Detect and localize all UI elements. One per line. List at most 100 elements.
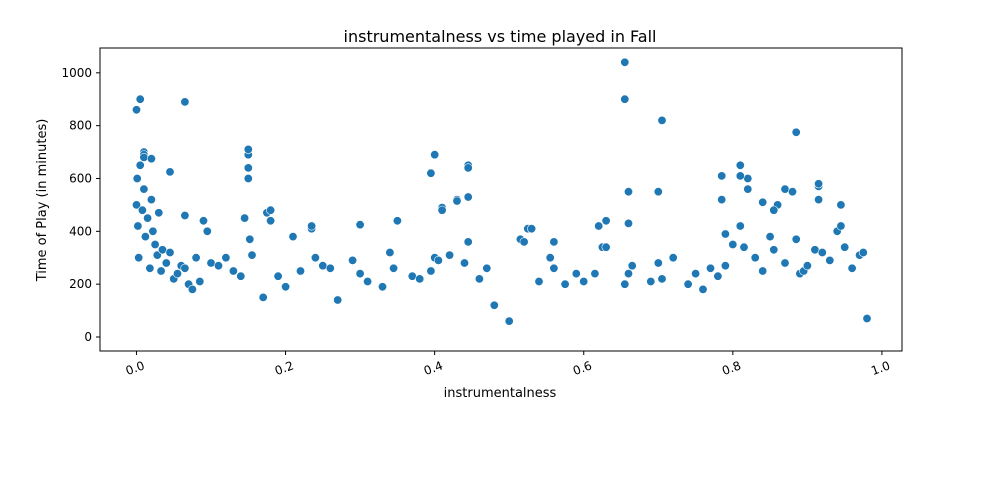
data-point [243, 163, 253, 173]
data-point [173, 269, 183, 279]
data-point [247, 250, 257, 260]
data-point [571, 269, 581, 279]
data-point [691, 269, 701, 279]
data-point [445, 250, 455, 260]
data-point [415, 274, 425, 284]
data-point [743, 174, 753, 184]
data-point [295, 266, 305, 276]
data-point [750, 253, 760, 263]
data-point [180, 263, 190, 273]
data-point [717, 171, 727, 181]
data-point [258, 292, 268, 302]
y-axis-label: Time of Play (in minutes) [35, 119, 50, 283]
data-point [150, 240, 160, 250]
data-point [288, 232, 298, 242]
data-point [363, 276, 373, 286]
x-tick-label: 0.6 [571, 358, 594, 378]
data-point [735, 160, 745, 170]
data-point [765, 232, 775, 242]
data-point [780, 258, 790, 268]
data-point [140, 232, 150, 242]
data-point [348, 255, 358, 265]
data-point [527, 224, 537, 234]
x-axis: 0.0 0.2 0.4 0.6 0.8 1.0 [124, 351, 892, 378]
data-point [221, 253, 231, 263]
data-point [653, 187, 663, 197]
x-tick-label: 0.0 [124, 358, 147, 378]
data-point [133, 221, 143, 231]
y-tick-label: 400 [69, 224, 92, 238]
data-point [534, 276, 544, 286]
data-point [191, 253, 201, 263]
data-point [266, 205, 276, 215]
data-point [545, 253, 555, 263]
data-point [787, 187, 797, 197]
data-point [858, 248, 868, 258]
data-point [145, 263, 155, 273]
data-point [165, 167, 175, 177]
data-point [549, 263, 559, 273]
y-tick-label: 800 [69, 119, 92, 133]
data-point [240, 213, 250, 223]
data-point [187, 284, 197, 294]
points-layer [132, 57, 872, 326]
data-point [245, 234, 255, 244]
x-tick-label: 0.2 [273, 358, 296, 378]
data-point [743, 184, 753, 194]
data-point [646, 276, 656, 286]
data-point [426, 168, 436, 178]
data-point [560, 279, 570, 289]
data-point [137, 205, 147, 215]
y-tick-label: 1000 [61, 66, 92, 80]
data-point [161, 258, 171, 268]
data-point [463, 192, 473, 202]
data-point [355, 269, 365, 279]
data-point [139, 152, 149, 162]
data-point [243, 174, 253, 184]
data-point [739, 242, 749, 252]
data-point [355, 220, 365, 230]
y-axis: 0 200 400 600 800 1000 [61, 66, 100, 344]
data-point [134, 253, 144, 263]
data-point [318, 261, 328, 271]
data-point [307, 221, 317, 231]
data-point [463, 237, 473, 247]
data-point [657, 274, 667, 284]
data-point [519, 237, 529, 247]
data-point [214, 261, 224, 271]
data-point [180, 211, 190, 221]
data-point [814, 195, 824, 205]
data-point [236, 271, 246, 281]
data-point [433, 255, 443, 265]
data-point [139, 184, 149, 194]
data-point [601, 216, 611, 226]
data-point [132, 105, 142, 115]
data-point [202, 226, 212, 236]
data-point [735, 221, 745, 231]
data-point [758, 197, 768, 207]
data-point [154, 208, 164, 218]
data-point [389, 263, 399, 273]
data-point [620, 279, 630, 289]
data-point [825, 255, 835, 265]
data-point [156, 266, 166, 276]
data-point [620, 57, 630, 67]
data-point [430, 150, 440, 160]
data-point [482, 263, 492, 273]
data-point [132, 174, 142, 184]
data-point [452, 196, 462, 206]
data-point [206, 258, 216, 268]
data-point [459, 258, 469, 268]
data-point [146, 154, 156, 164]
data-point [769, 245, 779, 255]
data-point [228, 266, 238, 276]
data-point [623, 187, 633, 197]
data-point [735, 171, 745, 181]
data-point [266, 216, 276, 226]
data-point [594, 221, 604, 231]
data-point [195, 276, 205, 286]
data-point [728, 240, 738, 250]
data-point [717, 195, 727, 205]
